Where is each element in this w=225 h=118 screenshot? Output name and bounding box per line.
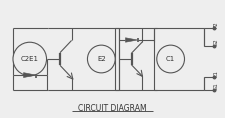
Circle shape — [88, 45, 115, 73]
Text: C2E1: C2E1 — [21, 56, 39, 62]
Text: G1: G1 — [214, 83, 218, 90]
Text: E2: E2 — [97, 56, 106, 62]
Text: G2: G2 — [214, 38, 218, 46]
Circle shape — [13, 42, 47, 76]
Text: C1: C1 — [166, 56, 175, 62]
Polygon shape — [23, 73, 36, 78]
Text: CIRCUIT DIAGRAM: CIRCUIT DIAGRAM — [78, 104, 147, 113]
Text: E1: E1 — [214, 70, 218, 77]
Polygon shape — [126, 38, 137, 42]
Text: P2: P2 — [214, 21, 218, 28]
Circle shape — [157, 45, 184, 73]
